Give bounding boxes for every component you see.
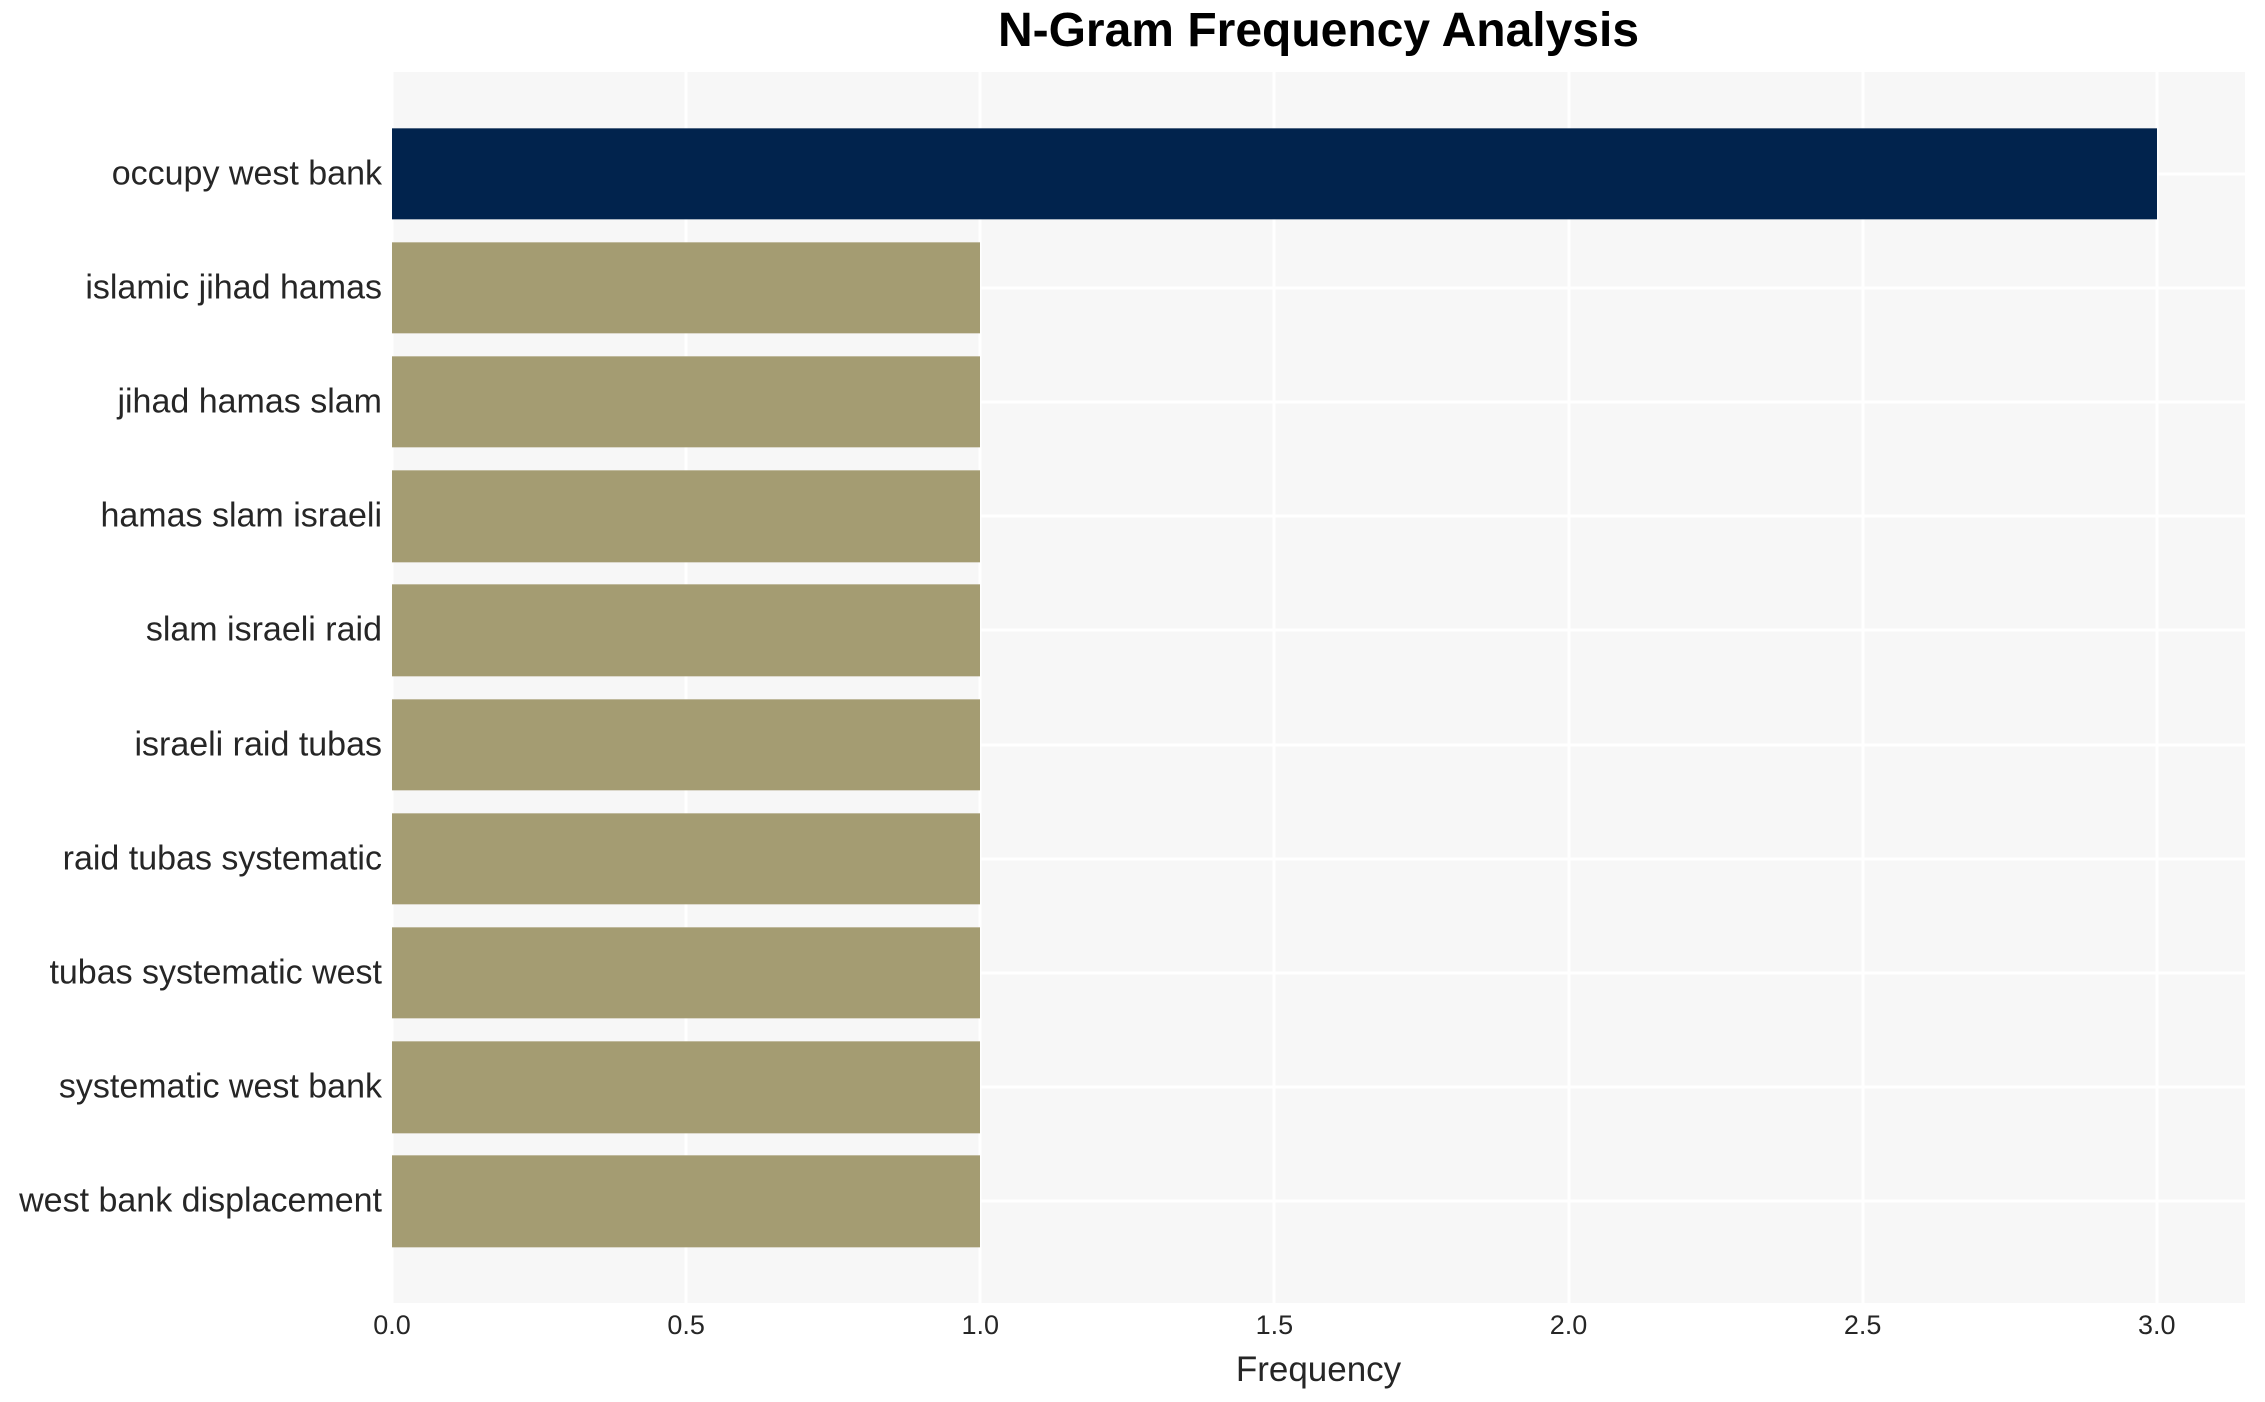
x-tick-label: 1.0 [961, 1310, 1000, 1340]
horizontal-gridline [392, 514, 2245, 518]
horizontal-gridline [392, 971, 2245, 975]
plot-area [390, 72, 2245, 1303]
x-tick-label: 2.5 [1843, 1310, 1882, 1340]
bar [392, 356, 981, 448]
category-label: jihad hamas slam [117, 382, 382, 421]
horizontal-gridline [392, 400, 2245, 404]
x-tick-label: 0.5 [667, 1310, 705, 1340]
horizontal-gridline [392, 1085, 2245, 1089]
x-axis-title: Frequency [1235, 1350, 1402, 1389]
category-label: west bank displacement [19, 1181, 382, 1220]
bar [392, 1041, 981, 1133]
vertical-gridline [2155, 72, 2159, 1303]
category-label: occupy west bank [111, 154, 382, 193]
x-tick-label: 1.5 [1255, 1310, 1294, 1340]
bar [392, 584, 981, 677]
x-tick-label: 3.0 [2137, 1310, 2176, 1340]
horizontal-gridline [392, 286, 2245, 290]
x-tick-label: 2.0 [1549, 1310, 1588, 1340]
bar [392, 470, 981, 562]
vertical-gridline [1567, 72, 1570, 1303]
category-label: slam israeli raid [145, 610, 382, 649]
bar [392, 1155, 981, 1248]
bar [392, 813, 981, 905]
category-label: raid tubas systematic [62, 839, 382, 878]
x-tick-label: 0.0 [373, 1310, 411, 1340]
category-label: systematic west bank [58, 1067, 382, 1106]
horizontal-gridline [392, 1199, 2245, 1203]
vertical-gridline [1861, 72, 1865, 1303]
vertical-gridline [1272, 72, 1276, 1303]
y-axis-labels: occupy west bank islamic jihad hamas jihad… [0, 72, 382, 1303]
category-label: islamic jihad hamas [85, 268, 382, 307]
vertical-gridline [390, 72, 394, 1303]
vertical-gridline [684, 72, 688, 1303]
category-label: tubas systematic west [49, 953, 382, 992]
category-label: hamas slam israeli [100, 496, 382, 535]
category-label: israeli raid tubas [134, 725, 382, 764]
horizontal-gridline [392, 628, 2245, 632]
bar [392, 927, 981, 1019]
vertical-gridline [978, 72, 982, 1303]
x-axis-tick-labels: 0.0 0.5 1.0 1.5 2.0 2.5 3.0 [0, 1307, 2265, 1343]
bar [392, 242, 981, 334]
horizontal-gridline [392, 743, 2245, 747]
bar [392, 127, 2157, 220]
chart-title: N-Gram Frequency Analysis [997, 4, 1640, 57]
bar [392, 698, 981, 791]
horizontal-gridline [392, 857, 2245, 861]
